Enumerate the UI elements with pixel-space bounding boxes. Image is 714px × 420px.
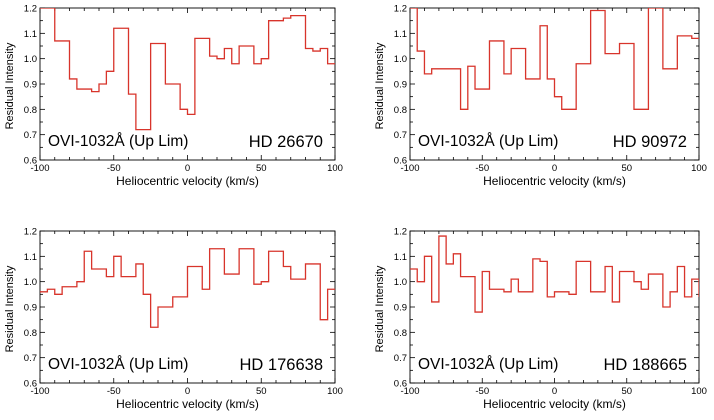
y-tick-label: 0.6	[394, 156, 407, 167]
spectrum-trace	[410, 235, 699, 313]
y-tick-label: 0.8	[394, 105, 407, 116]
y-axis-label: Residual Intensity	[4, 265, 16, 352]
panel-3: -100 -50 0 50 100 0.6 0.7 0.8 0.9 1.0 1.1 1.2 Helioc…	[4, 227, 343, 412]
y-tick-label: 1.0	[24, 54, 37, 65]
x-tick-label: -100	[30, 386, 49, 397]
y-tick-label: 0.7	[394, 130, 407, 141]
y-tick-label: 0.9	[394, 80, 407, 91]
x-tick-label: -100	[400, 163, 419, 174]
y-tick-label: 0.8	[394, 328, 407, 339]
y-tick-label: 1.2	[394, 227, 407, 238]
ion-label: OVI-1032Å (Up Lim)	[48, 356, 188, 373]
x-axis-label: Heliocentric velocity (km/s)	[483, 174, 626, 188]
y-tick-label: 0.8	[24, 105, 37, 116]
ion-label: OVI-1032Å (Up Lim)	[418, 133, 558, 150]
x-tick-label: -50	[475, 386, 489, 397]
y-tick-label: 0.9	[394, 303, 407, 314]
y-tick-label: 1.1	[24, 252, 37, 263]
y-tick-label: 0.6	[394, 379, 407, 390]
y-tick-label: 1.0	[394, 277, 407, 288]
y-tick-label: 0.9	[24, 80, 37, 91]
y-tick-label: 0.7	[24, 130, 37, 141]
y-tick-label: 1.1	[394, 252, 407, 263]
x-tick-label: -100	[400, 386, 419, 397]
x-tick-label: 100	[691, 163, 707, 174]
y-axis-label: Residual Intensity	[4, 42, 16, 129]
y-tick-label: 1.0	[394, 54, 407, 65]
y-tick-label: 1.2	[394, 4, 407, 15]
x-axis-label: Heliocentric velocity (km/s)	[116, 174, 259, 188]
star-label: HD 176638	[240, 356, 323, 374]
y-tick-label: 0.8	[24, 328, 37, 339]
x-tick-label: 100	[327, 386, 343, 397]
x-tick-label: -100	[30, 163, 49, 174]
y-tick-label: 0.7	[24, 353, 37, 364]
spectrum-trace	[40, 8, 335, 131]
x-tick-label: 50	[621, 386, 632, 397]
x-tick-label: 50	[256, 163, 267, 174]
ion-label: OVI-1032Å (Up Lim)	[418, 356, 558, 373]
y-tick-label: 0.7	[394, 353, 407, 364]
star-label: HD 90972	[613, 133, 687, 151]
y-tick-label: 1.0	[24, 277, 37, 288]
y-axis-label: Residual Intensity	[374, 265, 386, 352]
x-axis-label: Heliocentric velocity (km/s)	[483, 397, 626, 411]
y-tick-label: 1.1	[24, 29, 37, 40]
x-tick-label: 100	[691, 386, 707, 397]
star-label: HD 188665	[604, 356, 687, 374]
x-tick-label: 0	[185, 163, 190, 174]
x-tick-label: 0	[185, 386, 190, 397]
y-axis-label: Residual Intensity	[374, 42, 386, 129]
x-tick-label: 100	[327, 163, 343, 174]
ion-label: OVI-1032Å (Up Lim)	[48, 133, 188, 150]
star-label: HD 26670	[249, 133, 323, 151]
x-tick-label: 50	[621, 163, 632, 174]
panel-1: -100 -50 0 50 100 0.6 0.7 0.8 0.9 1.0 1.1 1.2 Helioc…	[4, 4, 343, 189]
y-tick-label: 0.6	[24, 379, 37, 390]
spectrum-trace	[410, 8, 699, 110]
x-tick-label: 0	[552, 386, 557, 397]
y-tick-label: 1.2	[24, 227, 37, 238]
y-tick-label: 1.2	[24, 4, 37, 15]
x-tick-label: -50	[475, 163, 489, 174]
x-tick-label: -50	[107, 163, 121, 174]
x-axis-label: Heliocentric velocity (km/s)	[116, 397, 259, 411]
spectrum-trace	[40, 248, 335, 328]
x-tick-label: -50	[107, 386, 121, 397]
panel-2: -100 -50 0 50 100 0.6 0.7 0.8 0.9 1.0 1.1 1.2 Helioc…	[374, 4, 707, 189]
x-tick-label: 50	[256, 386, 267, 397]
x-tick-label: 0	[552, 163, 557, 174]
y-tick-label: 0.6	[24, 156, 37, 167]
panel-4: -100 -50 0 50 100 0.6 0.7 0.8 0.9 1.0 1.1 1.2 Helioc…	[374, 227, 707, 412]
y-tick-label: 0.9	[24, 303, 37, 314]
y-tick-label: 1.1	[394, 29, 407, 40]
